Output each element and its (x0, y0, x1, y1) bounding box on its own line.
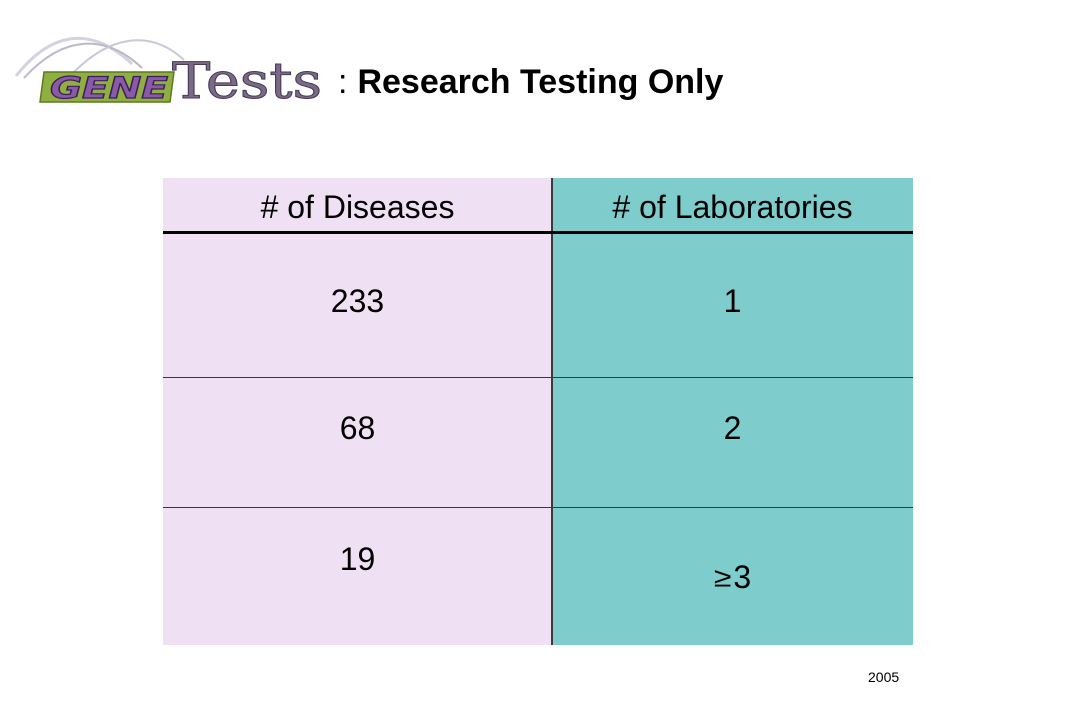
title-text: Research Testing Only (357, 63, 724, 101)
row-3-laboratories-value: 3 (733, 559, 752, 595)
row-2-diseases: 68 (339, 410, 376, 446)
row-rule (163, 507, 913, 508)
row-1-diseases: 233 (330, 283, 385, 319)
title-separator: : (338, 63, 348, 101)
row-rule (163, 377, 913, 378)
column-divider (551, 178, 553, 645)
laboratories-column (552, 178, 913, 645)
diseases-column (163, 178, 552, 645)
row-1-laboratories: 1 (723, 283, 742, 319)
row-3-laboratories: ≥3 (552, 558, 913, 596)
page-title: : Research Testing Only (338, 62, 723, 102)
header-laboratories: # of Laboratories (612, 189, 853, 225)
greater-equal-symbol: ≥ (713, 561, 732, 593)
year-label: 2005 (868, 669, 900, 685)
genetests-logo: GENE Tests (14, 28, 344, 114)
row-3-diseases: 19 (339, 541, 376, 577)
logo-graphic: GENE Tests (14, 36, 323, 111)
header-rule (163, 231, 913, 234)
logo-gene-text: GENE (50, 71, 168, 105)
header-diseases: # of Diseases (260, 189, 455, 225)
row-2-laboratories: 2 (723, 410, 742, 446)
research-testing-table: # of Diseases # of Laboratories 233 1 68… (163, 178, 913, 645)
logo-tests-text: Tests (172, 52, 322, 110)
